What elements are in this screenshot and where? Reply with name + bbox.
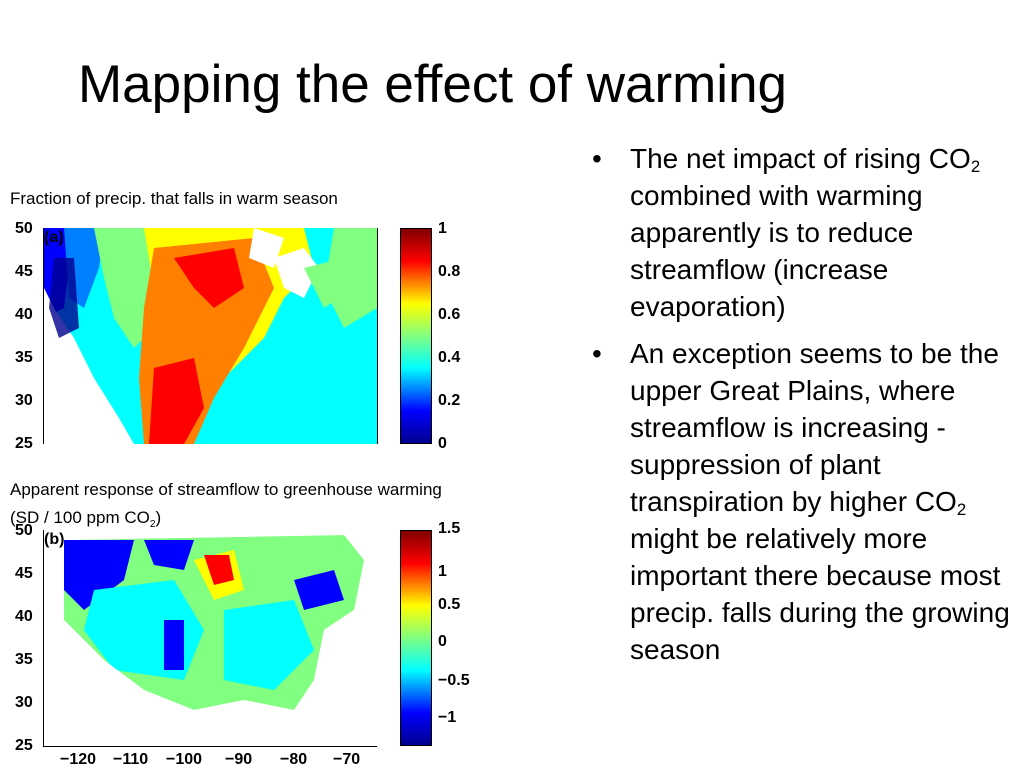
cbar-b-tick: 0 [438,633,447,650]
map-b-xtick: −80 [280,751,308,768]
cbar-b-tick: 0.5 [438,596,461,613]
map-a-ytick: 40 [15,306,33,323]
bullet-subscript: 2 [970,157,981,176]
bullet-text: The net impact of rising CO [630,143,971,174]
cbar-b-tick: −1 [438,709,457,726]
slide-title: Mapping the effect of warming [78,55,788,114]
map-b-xtick: −90 [225,751,253,768]
map-b-xtick: −110 [113,751,149,768]
map-a-colorbar [400,228,432,444]
map-a-ytick: 45 [15,263,33,280]
bullet-text: combined with warming apparently is to r… [630,180,923,322]
map-a-ytick: 50 [15,220,33,237]
map-b-ytick: 50 [15,522,33,539]
map-b-xtick: −120 [60,751,97,768]
map-a-ytick: 25 [15,435,33,452]
cbar-b-tick: 1.5 [438,520,461,537]
cbar-a-tick: 1 [438,220,447,237]
map-b-ytick: 45 [15,565,33,582]
map-a-caption: Fraction of precip. that falls in warm s… [10,189,338,208]
map-b-image [43,530,377,747]
bullet-text: might be relatively more important there… [630,523,1010,665]
caption-text: (SD / 100 ppm CO [10,508,150,527]
map-a-label: (a) [44,229,64,246]
map-b-contours [44,530,377,746]
bullet-list: • The net impact of rising CO2 combined … [590,140,1015,678]
caption-subscript: 2 [149,519,156,530]
map-a-image [43,228,378,444]
map-b-ytick: 30 [15,694,33,711]
caption-text: ) [155,508,162,527]
map-b-xtick: −70 [333,751,361,768]
bullet-icon: • [592,338,602,369]
map-b-ytick: 35 [15,651,33,668]
cbar-a-tick: 0 [438,435,447,452]
map-a-ytick: 35 [15,349,33,366]
map-b-caption-line1: Apparent response of streamflow to green… [10,480,442,499]
map-a-contours [44,228,377,444]
bullet-item: • An exception seems to be the upper Gre… [590,335,1015,668]
bullet-text: An exception seems to be the upper Great… [630,338,999,517]
cbar-a-tick: 0.8 [438,263,461,280]
map-b-ytick: 40 [15,608,33,625]
map-a-ytick: 30 [15,392,33,409]
bullet-item: • The net impact of rising CO2 combined … [590,140,1015,325]
cbar-b-tick: −0.5 [438,672,470,689]
cbar-a-tick: 0.4 [438,349,461,366]
map-b-xtick: −100 [166,751,203,768]
cbar-a-tick: 0.2 [438,392,461,409]
bullet-icon: • [592,143,602,174]
cbar-b-tick: 1 [438,563,447,580]
cbar-a-tick: 0.6 [438,306,461,323]
map-b-colorbar [400,530,432,746]
map-b-ytick: 25 [15,737,33,754]
bullet-subscript: 2 [956,500,967,519]
map-b-label: (b) [44,531,65,548]
map-b-caption-line2: (SD / 100 ppm CO2) [10,508,162,530]
